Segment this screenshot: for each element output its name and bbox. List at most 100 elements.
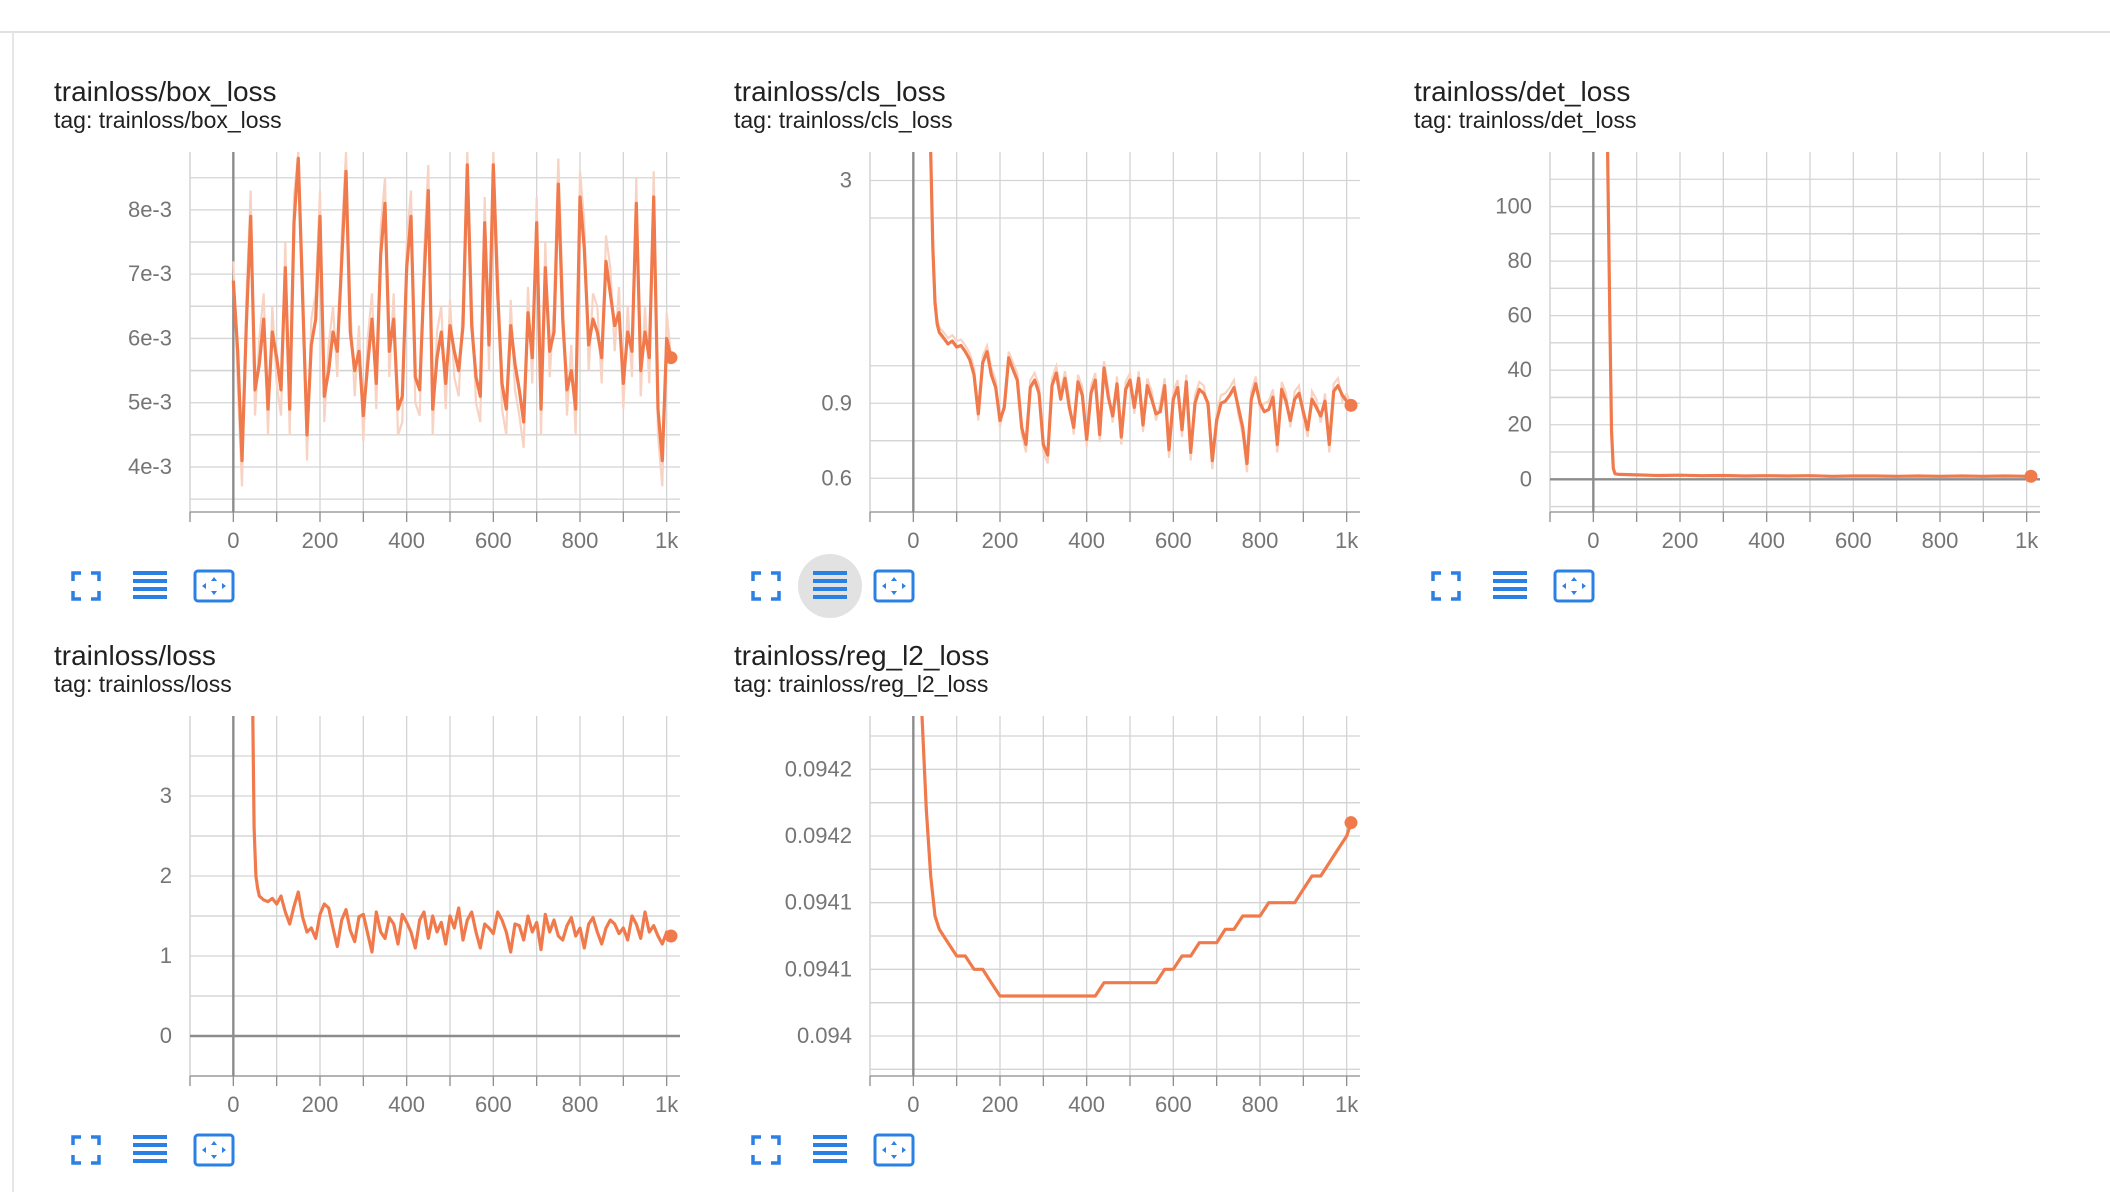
chart-plot-cls-loss[interactable]: 0 200 400 600 800 1k 0.6 0.9 3 bbox=[680, 140, 1360, 560]
y-tick-label: 5e-3 bbox=[128, 390, 172, 415]
data-table-icon bbox=[813, 1135, 847, 1163]
smoothed-series-line bbox=[231, 156, 673, 463]
fullscreen-icon bbox=[1431, 571, 1461, 601]
chart-tag: tag: trainloss/box_loss bbox=[54, 107, 282, 133]
chart-title: trainloss/cls_loss bbox=[734, 76, 946, 107]
grid bbox=[1549, 152, 2040, 522]
y-tick-label: 0.0941 bbox=[785, 956, 852, 981]
x-tick-label: 0 bbox=[227, 1092, 239, 1117]
chart-title: trainloss/reg_l2_loss bbox=[734, 640, 990, 671]
chart-card-det-loss: trainloss/det_loss tag: trainloss/det_lo… bbox=[1360, 0, 2040, 603]
y-tick-label: 1 bbox=[160, 943, 172, 968]
fit-domain-button[interactable] bbox=[188, 560, 240, 612]
fullscreen-button[interactable] bbox=[1420, 560, 1472, 612]
x-tick-label: 200 bbox=[1662, 528, 1699, 553]
raw-series-line bbox=[929, 152, 1353, 473]
chart-plot-det-loss[interactable]: 0 200 400 600 800 1k 0 20 40 60 80 100 bbox=[1360, 140, 2040, 560]
fit-domain-button[interactable] bbox=[868, 1124, 920, 1176]
last-point-marker bbox=[1344, 816, 1358, 830]
data-table-icon bbox=[133, 571, 167, 599]
y-tick-label: 3 bbox=[840, 168, 852, 193]
data-table-button[interactable] bbox=[124, 560, 176, 612]
x-tick-label: 800 bbox=[1242, 1092, 1279, 1117]
y-tick-label: 7e-3 bbox=[128, 261, 172, 286]
chart-tag: tag: trainloss/loss bbox=[54, 671, 232, 697]
y-tick-label: 100 bbox=[1495, 194, 1532, 219]
x-tick-label: 600 bbox=[475, 528, 512, 553]
fullscreen-button[interactable] bbox=[740, 560, 792, 612]
data-table-icon bbox=[133, 1135, 167, 1163]
y-tick-label: 2 bbox=[160, 863, 172, 888]
y-tick-label: 8e-3 bbox=[128, 197, 172, 222]
y-tick-label: 6e-3 bbox=[128, 325, 172, 350]
chart-tag: tag: trainloss/cls_loss bbox=[734, 107, 953, 133]
last-point-marker bbox=[664, 929, 678, 943]
chart-tag: tag: trainloss/reg_l2_loss bbox=[734, 671, 989, 697]
y-tick-label: 0.9 bbox=[821, 390, 852, 415]
chart-plot-reg-l2-loss[interactable]: 0 200 400 600 800 1k 0.094 0.0941 0.0941 0.0942 0.… bbox=[680, 704, 1360, 1124]
smoothed-series-line bbox=[920, 716, 1353, 998]
chart-card-reg-l2-loss: trainloss/reg_l2_loss tag: trainloss/reg… bbox=[680, 564, 1360, 1167]
fullscreen-button[interactable] bbox=[740, 1124, 792, 1176]
data-table-icon bbox=[1493, 571, 1527, 599]
y-tick-label: 0.0941 bbox=[785, 890, 852, 915]
fullscreen-button[interactable] bbox=[60, 560, 112, 612]
fit-domain-button[interactable] bbox=[868, 560, 920, 612]
x-tick-label: 1k bbox=[655, 528, 679, 553]
y-tick-label: 40 bbox=[1508, 357, 1532, 382]
fullscreen-icon bbox=[751, 1135, 781, 1165]
y-tick-label: 80 bbox=[1508, 248, 1532, 273]
x-tick-label: 0 bbox=[1587, 528, 1599, 553]
chart-title: trainloss/box_loss bbox=[54, 76, 277, 107]
smoothed-series-line bbox=[929, 152, 1353, 466]
left-divider bbox=[12, 31, 14, 1192]
smoothed-series-line bbox=[251, 716, 673, 954]
chart-card-loss: trainloss/loss tag: trainloss/loss 0 200 4… bbox=[0, 564, 680, 1167]
data-table-button[interactable] bbox=[798, 554, 862, 618]
fit-domain-icon bbox=[1553, 569, 1595, 603]
x-tick-label: 400 bbox=[1068, 1092, 1105, 1117]
grid bbox=[189, 716, 680, 1086]
y-tick-label: 0.0942 bbox=[785, 823, 852, 848]
y-tick-label: 0.0942 bbox=[785, 756, 852, 781]
chart-plot-box-loss[interactable]: 0 200 400 600 800 1k 4e-3 5e-3 6e-3 7e-3 8e-3 bbox=[0, 140, 680, 560]
last-point-marker bbox=[1344, 398, 1358, 412]
last-point-marker bbox=[2024, 469, 2038, 483]
y-tick-label: 0.6 bbox=[821, 465, 852, 490]
last-point-marker bbox=[664, 351, 678, 365]
x-tick-label: 1k bbox=[2015, 528, 2039, 553]
chart-plot-loss[interactable]: 0 200 400 600 800 1k 0 1 2 3 bbox=[0, 704, 680, 1124]
data-table-button[interactable] bbox=[804, 1124, 856, 1176]
chart-title: trainloss/det_loss bbox=[1414, 76, 1631, 107]
x-tick-label: 200 bbox=[982, 1092, 1019, 1117]
chart-tag: tag: trainloss/det_loss bbox=[1414, 107, 1637, 133]
x-tick-label: 400 bbox=[388, 528, 425, 553]
fit-domain-button[interactable] bbox=[1548, 560, 1600, 612]
x-tick-label: 600 bbox=[1155, 1092, 1192, 1117]
x-tick-label: 200 bbox=[302, 528, 339, 553]
fit-domain-button[interactable] bbox=[188, 1124, 240, 1176]
y-tick-label: 0 bbox=[160, 1023, 172, 1048]
y-tick-label: 20 bbox=[1508, 412, 1532, 437]
y-tick-label: 60 bbox=[1508, 303, 1532, 328]
chart-title: trainloss/loss bbox=[54, 640, 216, 671]
fullscreen-icon bbox=[751, 571, 781, 601]
fit-domain-icon bbox=[873, 1133, 915, 1167]
y-tick-label: 3 bbox=[160, 783, 172, 808]
x-tick-label: 1k bbox=[655, 1092, 679, 1117]
y-tick-label: 0.094 bbox=[797, 1023, 852, 1048]
fit-domain-icon bbox=[873, 569, 915, 603]
x-tick-label: 0 bbox=[227, 528, 239, 553]
x-tick-label: 800 bbox=[562, 1092, 599, 1117]
x-tick-label: 600 bbox=[475, 1092, 512, 1117]
data-table-icon bbox=[813, 571, 847, 599]
y-tick-label: 0 bbox=[1520, 466, 1532, 491]
top-bar bbox=[0, 0, 2110, 33]
data-table-button[interactable] bbox=[1484, 560, 1536, 612]
data-table-button[interactable] bbox=[124, 1124, 176, 1176]
fullscreen-button[interactable] bbox=[60, 1124, 112, 1176]
x-tick-label: 200 bbox=[982, 528, 1019, 553]
x-tick-label: 0 bbox=[907, 1092, 919, 1117]
x-tick-label: 800 bbox=[1242, 528, 1279, 553]
x-tick-label: 400 bbox=[1068, 528, 1105, 553]
